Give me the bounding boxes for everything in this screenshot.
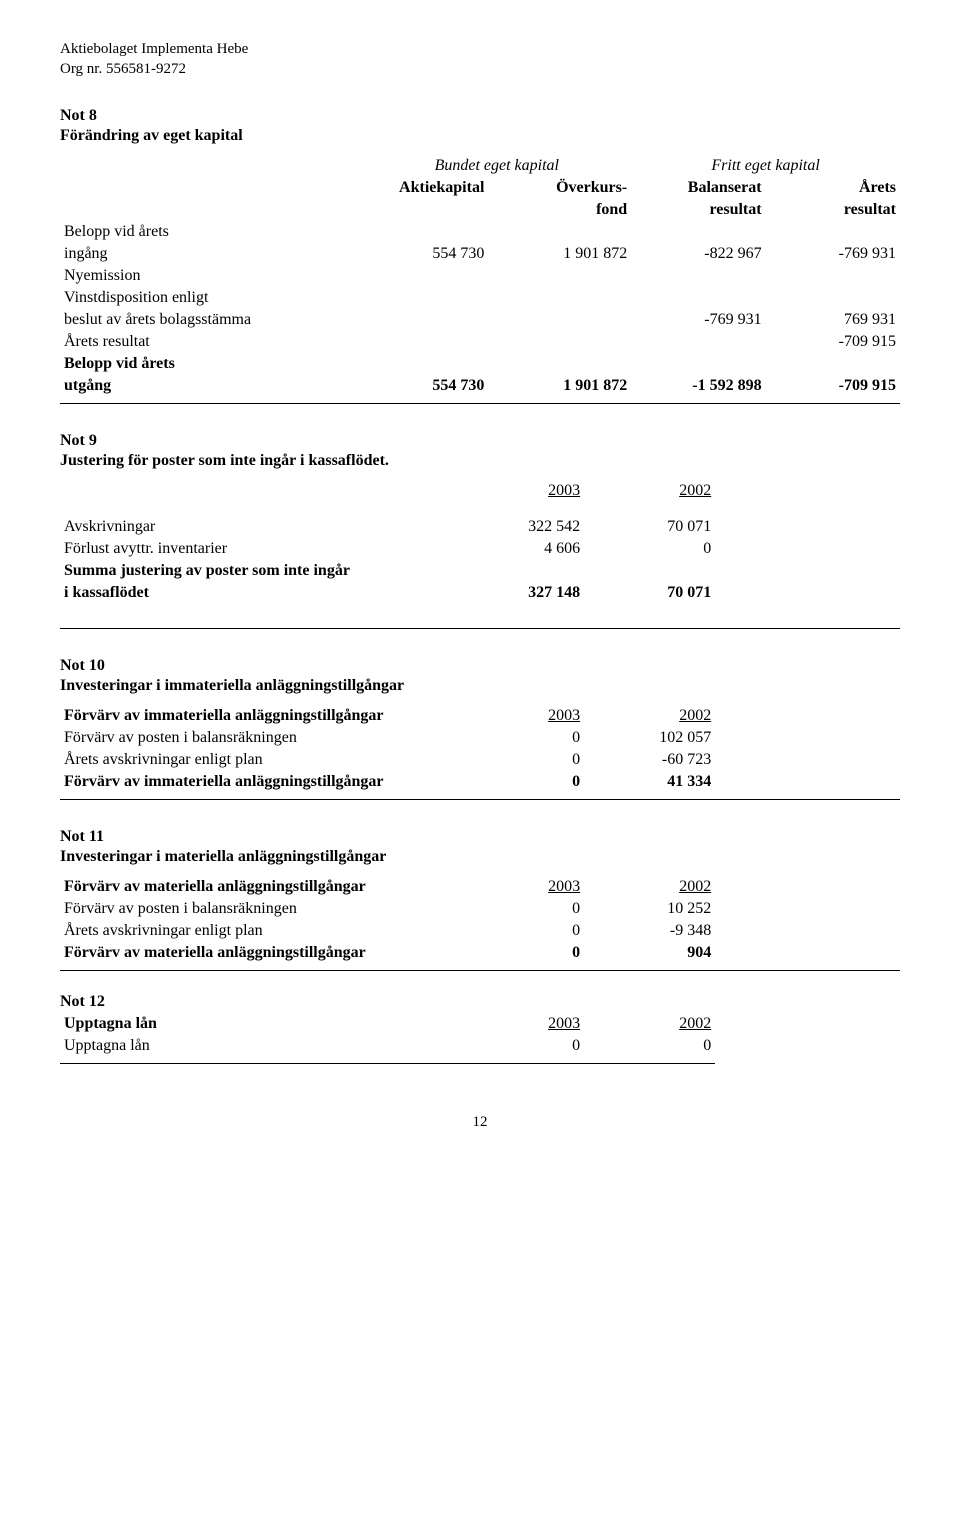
row-label: Upptagna lån [60,1035,479,1057]
row-label: i kassaflödet [60,582,453,604]
row-label: ingång [60,243,362,265]
col-overkurs-a: Överkurs- [488,177,631,199]
not8-table: Bundet eget kapital Fritt eget kapital A… [60,155,900,397]
year-col: 2002 [584,876,715,898]
cell: -709 915 [766,331,900,353]
not12-title: Not 12 [60,993,900,1011]
not8-title: Not 8 [60,107,900,125]
cell: 0 [479,942,584,964]
cell: 0 [479,771,584,793]
row-label: Summa justering av poster som inte ingår [60,560,453,582]
cell: 0 [584,538,715,560]
not10-title: Not 10 [60,657,900,675]
cell: -709 915 [766,375,900,397]
cell: 327 148 [453,582,584,604]
table-heading: Förvärv av materiella anläggningstillgån… [60,876,479,898]
cell: 0 [479,920,584,942]
not9-table: 2003 2002 Avskrivningar 322 542 70 071 F… [60,480,715,604]
cell: -822 967 [631,243,765,265]
cell: -1 592 898 [631,375,765,397]
cell: 1 901 872 [488,375,631,397]
cell: -9 348 [584,920,715,942]
row-label: beslut av årets bolagsstämma [60,309,362,331]
col-balanserat-b: resultat [631,199,765,221]
row-label: Nyemission [60,265,362,287]
page-number: 12 [60,1114,900,1131]
cell: 322 542 [453,516,584,538]
not8-subtitle: Förändring av eget kapital [60,127,900,145]
cell: 0 [479,898,584,920]
cell: 1 901 872 [488,243,631,265]
not10-table: Förvärv av immateriella anläggningstillg… [60,705,715,793]
year-col: 2003 [479,705,584,727]
not10-subtitle: Investeringar i immateriella anläggnings… [60,677,900,695]
org-number: Org nr. 556581-9272 [60,60,900,80]
group-header-2: Fritt eget kapital [631,155,900,177]
row-label: utgång [60,375,362,397]
row-label: Förvärv av immateriella anläggningstillg… [60,771,479,793]
divider [60,1063,715,1064]
cell: 0 [479,749,584,771]
cell: 0 [479,727,584,749]
not11-title: Not 11 [60,828,900,846]
cell: -769 931 [766,243,900,265]
divider [60,403,900,404]
row-label: Årets avskrivningar enligt plan [60,920,479,942]
cell: 0 [584,1035,715,1057]
row-label: Belopp vid årets [60,221,362,243]
cell: -769 931 [631,309,765,331]
row-label: Årets avskrivningar enligt plan [60,749,479,771]
row-label: Årets resultat [60,331,362,353]
divider [60,970,900,971]
divider [60,628,900,629]
year-col: 2002 [584,1013,715,1035]
cell: 0 [479,1035,584,1057]
cell: 102 057 [584,727,715,749]
row-label: Förvärv av materiella anläggningstillgån… [60,942,479,964]
cell: -60 723 [584,749,715,771]
table-heading: Upptagna lån [60,1013,479,1035]
cell: 769 931 [766,309,900,331]
row-label: Förvärv av posten i balansräkningen [60,898,479,920]
col-arets-a: Årets [766,177,900,199]
cell: 41 334 [584,771,715,793]
year-col: 2003 [479,1013,584,1035]
col-balanserat-a: Balanserat [631,177,765,199]
year-col: 2003 [453,480,584,502]
cell: 904 [584,942,715,964]
cell: 10 252 [584,898,715,920]
cell: 554 730 [362,375,488,397]
col-arets-b: resultat [766,199,900,221]
not11-table: Förvärv av materiella anläggningstillgån… [60,876,715,964]
row-label: Vinstdisposition enligt [60,287,362,309]
year-col: 2002 [584,480,715,502]
cell: 70 071 [584,516,715,538]
company-name: Aktiebolaget Implementa Hebe [60,40,900,60]
row-label: Avskrivningar [60,516,453,538]
year-col: 2002 [584,705,715,727]
not12-table: Upptagna lån 2003 2002 Upptagna lån 0 0 [60,1013,715,1057]
divider [60,799,900,800]
row-label: Förlust avyttr. inventarier [60,538,453,560]
row-label: Förvärv av posten i balansräkningen [60,727,479,749]
year-col: 2003 [479,876,584,898]
not9-title: Not 9 [60,432,900,450]
col-aktiekapital: Aktiekapital [362,177,488,199]
cell: 554 730 [362,243,488,265]
col-overkurs-b: fond [488,199,631,221]
group-header-1: Bundet eget kapital [362,155,631,177]
not9-subtitle: Justering för poster som inte ingår i ka… [60,452,900,470]
table-heading: Förvärv av immateriella anläggningstillg… [60,705,479,727]
row-label: Belopp vid årets [60,353,362,375]
not11-subtitle: Investeringar i materiella anläggningsti… [60,848,900,866]
cell: 70 071 [584,582,715,604]
cell: 4 606 [453,538,584,560]
